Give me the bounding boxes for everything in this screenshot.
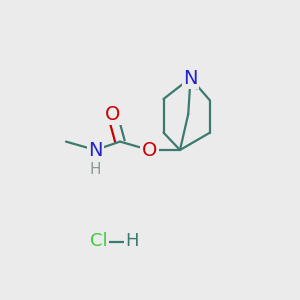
Text: O: O (105, 104, 120, 124)
Text: O: O (142, 140, 157, 160)
Text: Cl: Cl (90, 232, 108, 250)
Text: H: H (90, 162, 101, 177)
Text: N: N (183, 68, 198, 88)
Text: N: N (88, 140, 103, 160)
Text: H: H (125, 232, 139, 250)
